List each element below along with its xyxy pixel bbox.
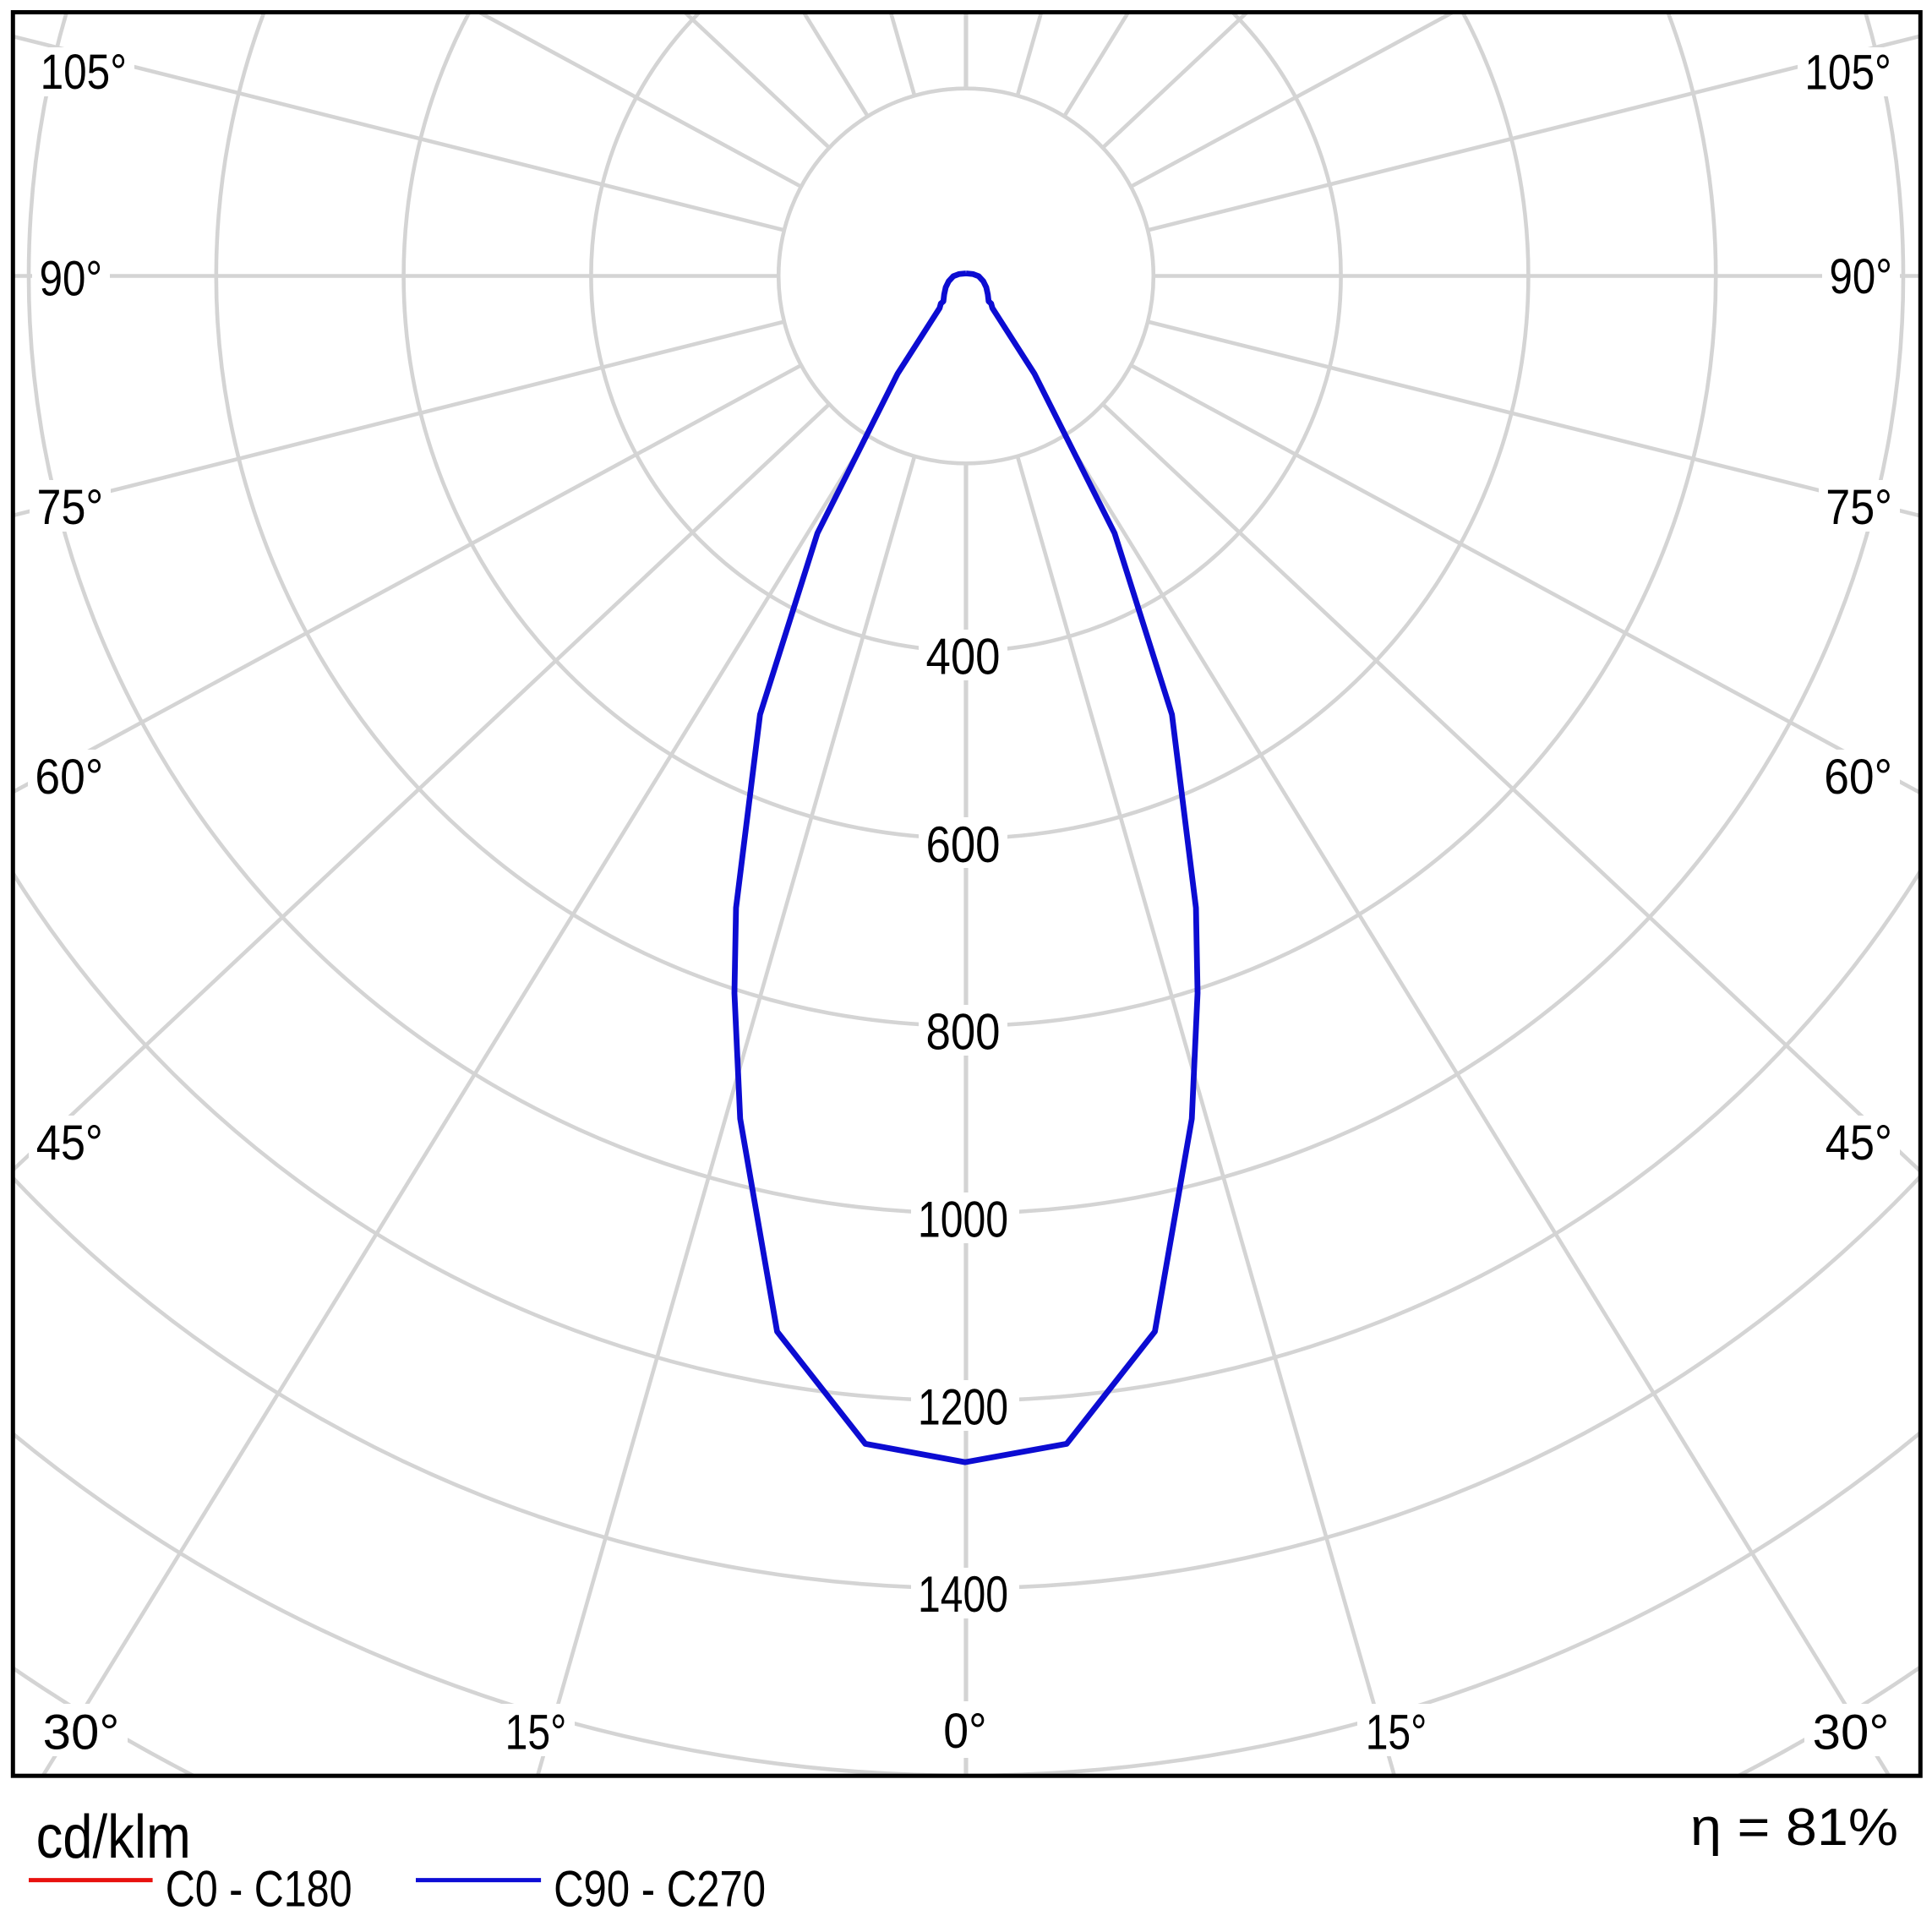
- svg-text:45°: 45°: [1826, 1116, 1892, 1171]
- svg-text:15°: 15°: [1366, 1706, 1427, 1760]
- svg-text:1000: 1000: [918, 1192, 1008, 1248]
- svg-text:90°: 90°: [1830, 249, 1893, 304]
- svg-text:1400: 1400: [918, 1566, 1008, 1623]
- svg-text:60°: 60°: [1824, 750, 1892, 805]
- svg-text:400: 400: [926, 629, 1001, 685]
- svg-text:105°: 105°: [1804, 46, 1891, 101]
- svg-text:800: 800: [926, 1004, 1001, 1061]
- svg-text:75°: 75°: [1826, 480, 1892, 535]
- svg-text:600: 600: [926, 816, 1001, 873]
- svg-text:15°: 15°: [505, 1706, 567, 1760]
- svg-text:105°: 105°: [41, 45, 127, 100]
- svg-text:η = 81%: η = 81%: [1690, 1798, 1898, 1857]
- svg-text:C90 - C270: C90 - C270: [554, 1860, 766, 1918]
- svg-text:C0 - C180: C0 - C180: [166, 1860, 352, 1918]
- svg-text:1200: 1200: [918, 1378, 1008, 1435]
- svg-text:60°: 60°: [35, 750, 103, 805]
- svg-text:cd/klm: cd/klm: [36, 1804, 191, 1871]
- svg-text:75°: 75°: [37, 480, 104, 535]
- svg-text:90°: 90°: [40, 251, 103, 306]
- svg-text:0°: 0°: [943, 1704, 986, 1759]
- svg-text:45°: 45°: [36, 1116, 103, 1171]
- svg-text:30°: 30°: [43, 1706, 120, 1760]
- svg-text:30°: 30°: [1813, 1706, 1890, 1760]
